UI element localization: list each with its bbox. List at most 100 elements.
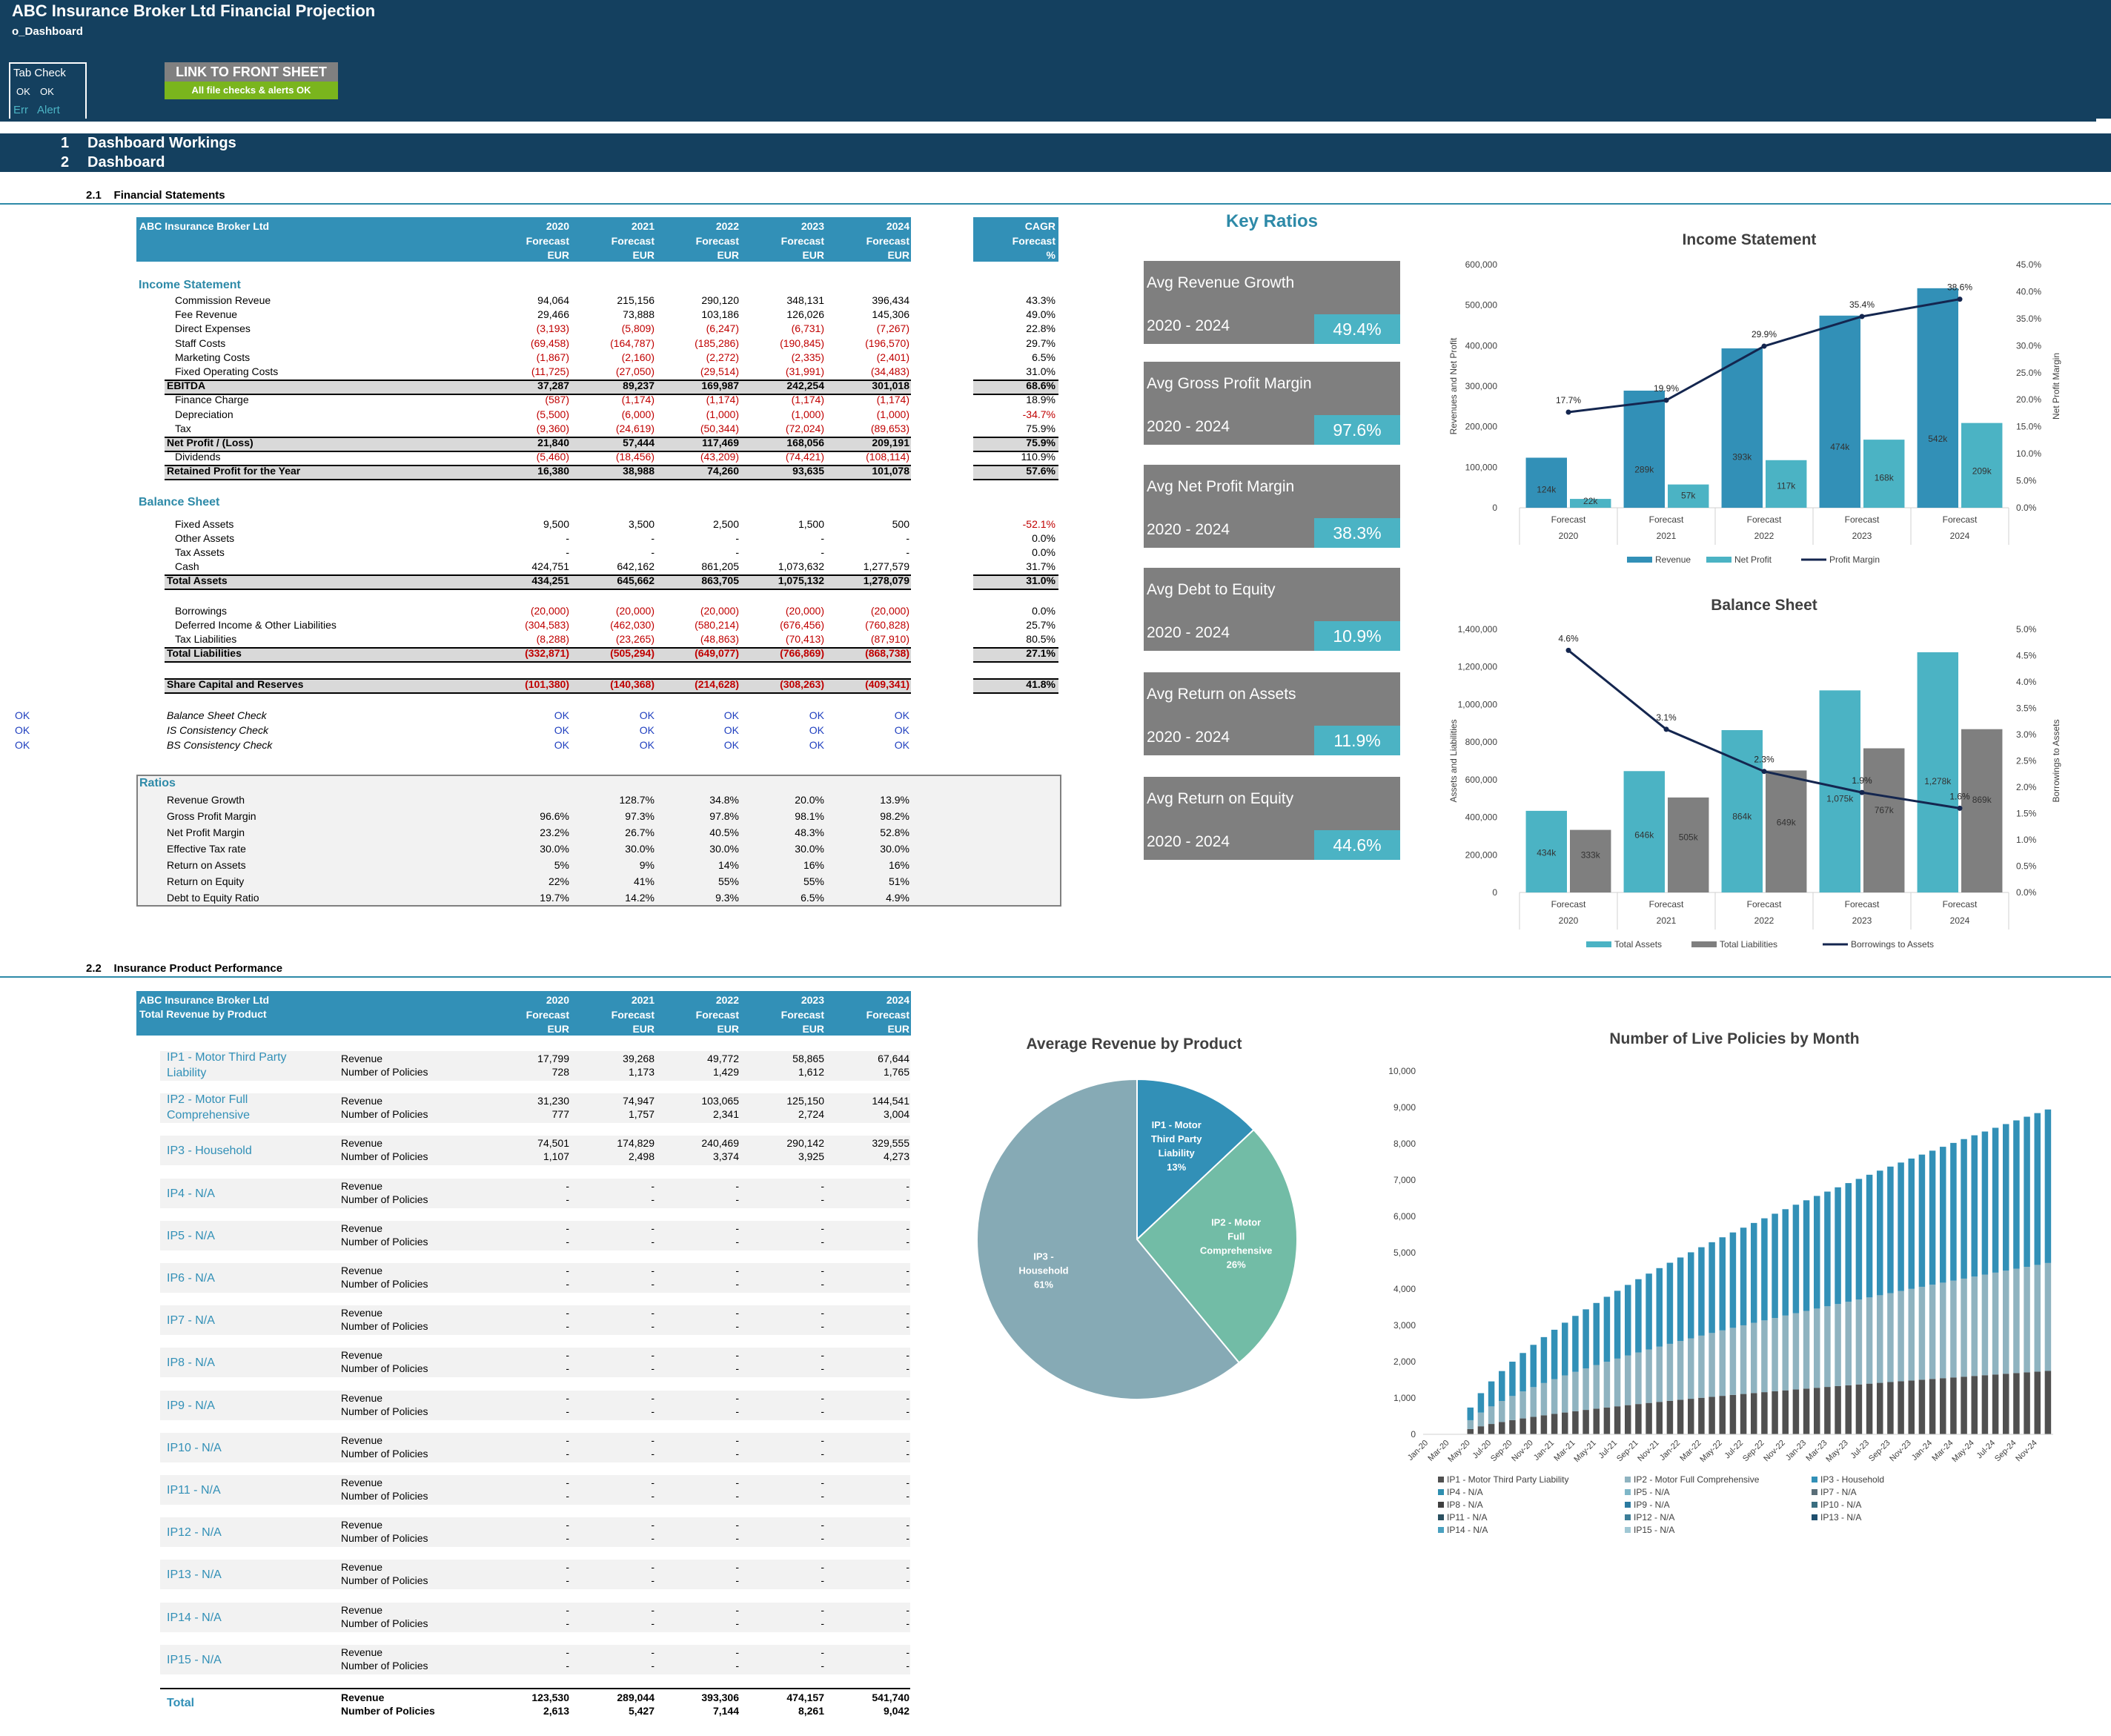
stacked-bar-segment bbox=[1488, 1424, 1495, 1434]
y2-tick-label: 45.0% bbox=[2016, 259, 2041, 270]
x-tick-label: Forecast bbox=[1747, 514, 1782, 525]
balance-row-value: (766,869) bbox=[780, 647, 824, 659]
line-data-label: 1.9% bbox=[1852, 775, 1872, 786]
stacked-bar-segment bbox=[1898, 1381, 1904, 1434]
product-name[interactable]: IP3 - Household bbox=[167, 1144, 252, 1158]
tab-check-box: Tab Check OK OK Err Alert bbox=[9, 62, 87, 123]
check-value: OK bbox=[554, 739, 569, 751]
check-flag: OK bbox=[15, 709, 30, 721]
stacked-bar-segment bbox=[1530, 1387, 1537, 1417]
product-name[interactable]: IP10 - N/A bbox=[167, 1441, 222, 1454]
eur-header: EUR bbox=[547, 1023, 569, 1035]
product-name[interactable]: IP2 - Motor Full Comprehensive bbox=[167, 1093, 251, 1122]
balance-row-value: 863,705 bbox=[701, 574, 739, 586]
line-data-label: 1.6% bbox=[1949, 791, 1970, 801]
income-row-value: 94,064 bbox=[537, 294, 569, 306]
balance-row-value: (70,413) bbox=[785, 633, 824, 645]
section-1-bar[interactable]: 1 Dashboard Workings bbox=[0, 133, 2111, 153]
stacked-bar-segment bbox=[1520, 1391, 1526, 1419]
y2-tick-label: 5.0% bbox=[2016, 476, 2037, 486]
income-row-value: (6,731) bbox=[791, 322, 824, 335]
product-policies-value: - bbox=[735, 1490, 739, 1502]
balance-row-value: - bbox=[735, 532, 739, 544]
stacked-bar-segment bbox=[1729, 1232, 1737, 1328]
balance-chart-title: Balance Sheet bbox=[1711, 597, 1817, 614]
product-name[interactable]: IP12 - N/A bbox=[167, 1526, 222, 1540]
balance-row-value: (649,077) bbox=[695, 647, 739, 659]
product-name[interactable]: IP5 - N/A bbox=[167, 1229, 215, 1242]
stacked-bar-segment bbox=[1929, 1285, 1936, 1379]
product-revenue-value: 74,501 bbox=[537, 1137, 569, 1150]
year-header-2021: 2021 bbox=[631, 220, 654, 232]
product-name[interactable]: IP6 - N/A bbox=[167, 1272, 215, 1285]
tab-check-label: Tab Check bbox=[13, 67, 66, 79]
product-name[interactable]: IP4 - N/A bbox=[167, 1187, 215, 1200]
x-tick-label: Sep-22 bbox=[1741, 1439, 1766, 1464]
product-policies-label: Number of Policies bbox=[341, 1278, 428, 1290]
section-2-2-heading: 2.2 Insurance Product Performance bbox=[86, 962, 282, 975]
stacked-bar-segment bbox=[1709, 1333, 1715, 1397]
balance-row-value: (462,030) bbox=[610, 619, 654, 631]
product-name[interactable]: IP11 - N/A bbox=[167, 1484, 221, 1497]
stacked-bar-segment bbox=[2034, 1371, 2041, 1434]
stacked-bar-segment bbox=[1981, 1375, 1989, 1434]
live-policies-chart: 0 1,000 2,000 3,000 4,000 5,000 6,000 7,000 8,00… bbox=[1388, 1066, 2053, 1535]
product-policies-value: - bbox=[735, 1320, 739, 1333]
legend-label: IP8 - N/A bbox=[1447, 1500, 1483, 1510]
stacked-bar-segment bbox=[1950, 1280, 1957, 1378]
product-name[interactable]: IP8 - N/A bbox=[167, 1356, 215, 1370]
balance-row-cagr: 0.0% bbox=[1032, 546, 1056, 558]
x-tick-label: May-23 bbox=[1824, 1439, 1849, 1464]
stacked-bar-segment bbox=[2003, 1270, 2009, 1374]
section-2-bar[interactable]: 2 Dashboard bbox=[0, 153, 2111, 172]
stacked-bar-segment bbox=[1666, 1262, 1674, 1344]
x-tick-label: Forecast bbox=[1845, 514, 1880, 525]
y-tick-label: 0 bbox=[1492, 887, 1497, 898]
product-name[interactable]: IP1 - Motor Third Party Liability bbox=[167, 1051, 287, 1079]
stacked-bar-segment bbox=[1824, 1306, 1831, 1388]
stacked-bar-segment bbox=[1782, 1209, 1789, 1316]
link-front-sheet-button[interactable]: LINK TO FRONT SHEET bbox=[165, 62, 338, 82]
product-revenue-value: - bbox=[821, 1307, 824, 1319]
balance-row-value: (20,000) bbox=[530, 605, 569, 617]
y-tick-label: 3,000 bbox=[1393, 1320, 1416, 1331]
y-tick-label: 200,000 bbox=[1465, 422, 1498, 432]
product-revenue-value: - bbox=[566, 1561, 569, 1574]
product-name[interactable]: IP7 - N/A bbox=[167, 1314, 215, 1328]
product-policies-value: 3,374 bbox=[712, 1150, 739, 1163]
income-row-value: (1,174) bbox=[791, 394, 824, 406]
balance-row-value: (304,583) bbox=[525, 619, 569, 631]
x-tick-label: May-24 bbox=[1950, 1439, 1975, 1464]
key-ratio-period: 2020 - 2024 bbox=[1147, 833, 1230, 850]
product-policies-value: - bbox=[821, 1278, 824, 1290]
balance-row-cagr: 25.7% bbox=[1026, 619, 1056, 631]
product-name[interactable]: IP13 - N/A bbox=[167, 1568, 222, 1582]
legend-swatch bbox=[1625, 1502, 1631, 1508]
legend-label: IP11 - N/A bbox=[1447, 1512, 1487, 1523]
x-tick-label: Jan-24 bbox=[1910, 1439, 1934, 1462]
balance-row-value: 642,162 bbox=[617, 560, 654, 572]
balance-row-value: - bbox=[821, 532, 824, 544]
product-name[interactable]: IP9 - N/A bbox=[167, 1399, 215, 1412]
stacked-bar-segment bbox=[1908, 1288, 1915, 1381]
key-ratio-label: Avg Revenue Growth bbox=[1147, 274, 1295, 291]
stacked-bar-segment bbox=[1520, 1353, 1526, 1392]
ratio-value: 4.9% bbox=[886, 892, 909, 904]
legend-label: IP13 - N/A bbox=[1820, 1512, 1861, 1523]
stacked-bar-segment bbox=[2044, 1109, 2052, 1263]
balance-row-value: 424,751 bbox=[531, 560, 569, 572]
product-name[interactable]: IP15 - N/A bbox=[167, 1653, 222, 1666]
stacked-bar-segment bbox=[1614, 1406, 1621, 1434]
bar-data-label: 209k bbox=[1972, 466, 1992, 476]
y2-tick-label: 5.0% bbox=[2016, 624, 2037, 635]
product-policies-value: - bbox=[651, 1617, 654, 1629]
stacked-bar-segment bbox=[1845, 1183, 1852, 1302]
stacked-bar-segment bbox=[1698, 1247, 1705, 1336]
product-name[interactable]: IP14 - N/A bbox=[167, 1611, 222, 1624]
header-bar bbox=[0, 0, 2111, 119]
stacked-bar-segment bbox=[2034, 1113, 2041, 1265]
balance-row-label: Share Capital and Reserves bbox=[167, 678, 304, 690]
income-row-value: (185,286) bbox=[695, 337, 739, 349]
product-policies-value: - bbox=[735, 1405, 739, 1417]
product-policies-label: Number of Policies bbox=[341, 1659, 428, 1672]
